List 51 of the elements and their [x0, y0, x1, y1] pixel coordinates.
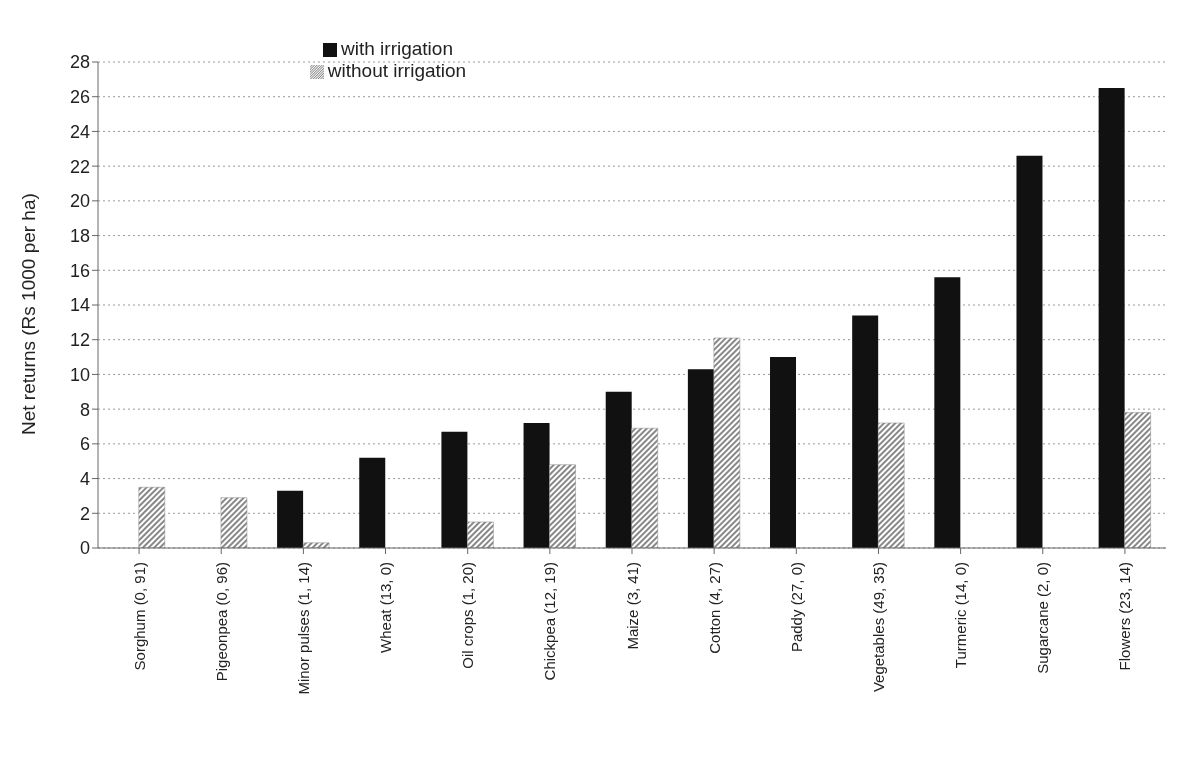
bar: [687, 369, 714, 548]
y-tick-label: 6: [79, 434, 90, 455]
y-tick-label: 16: [69, 260, 90, 281]
x-tick-label: Turmeric (14, 0): [952, 562, 970, 669]
bar: [359, 457, 386, 548]
y-tick-label: 26: [69, 87, 90, 108]
x-tick-label: Pigeonpea (0, 96): [212, 562, 230, 682]
bar: [523, 423, 550, 548]
legend-label: with irrigation: [341, 38, 453, 59]
bar: [713, 337, 741, 548]
x-tick-label: Chickpea (12, 19): [541, 562, 559, 681]
bar: [877, 422, 905, 548]
x-tick-label: Sorghum (0, 91): [130, 562, 148, 671]
y-tick-label: 12: [69, 330, 90, 351]
y-tick-label: 18: [69, 225, 90, 246]
x-tick-label: Cotton (4, 27): [705, 562, 723, 654]
bar: [277, 490, 304, 548]
bar: [467, 521, 494, 548]
x-tick-label: Flowers (23, 14): [1116, 562, 1134, 671]
y-tick-label: 28: [69, 52, 90, 73]
y-tick-label: 10: [69, 364, 90, 385]
bar: [220, 497, 248, 548]
bar: [441, 431, 468, 548]
x-tick-label: Minor pulses (1, 14): [294, 562, 312, 695]
x-tick-label: Maize (3, 41): [623, 562, 641, 650]
bar: [1098, 88, 1125, 548]
y-tick-label: 4: [79, 468, 90, 489]
bar: [138, 487, 166, 548]
x-tick-label: Sugarcane (2, 0): [1034, 562, 1052, 674]
y-tick-label: 24: [69, 121, 90, 142]
y-tick-label: 22: [69, 156, 90, 177]
y-tick-label: 20: [69, 191, 90, 212]
x-tick-label: Vegetables (49, 35): [869, 562, 887, 693]
bar: [605, 391, 632, 548]
bar: [934, 277, 961, 548]
bar: [852, 315, 879, 548]
y-tick-label: 14: [69, 295, 90, 316]
x-tick-label: Paddy (27, 0): [787, 562, 805, 653]
y-tick-label: 8: [79, 399, 90, 420]
x-tick-label: Oil crops (1, 20): [459, 562, 477, 669]
bar: [1124, 412, 1151, 548]
bar: [549, 464, 576, 548]
bar: [770, 357, 797, 548]
y-tick-label: 2: [79, 503, 90, 524]
bar: [302, 542, 330, 548]
bar: [631, 427, 658, 548]
legend-label: without irrigation: [327, 60, 467, 81]
bar: [1016, 155, 1043, 548]
y-axis-title: Net returns (Rs 1000 per ha): [17, 193, 39, 435]
y-tick-label: 0: [79, 538, 90, 559]
x-tick-label: Wheat (13, 0): [377, 562, 395, 653]
